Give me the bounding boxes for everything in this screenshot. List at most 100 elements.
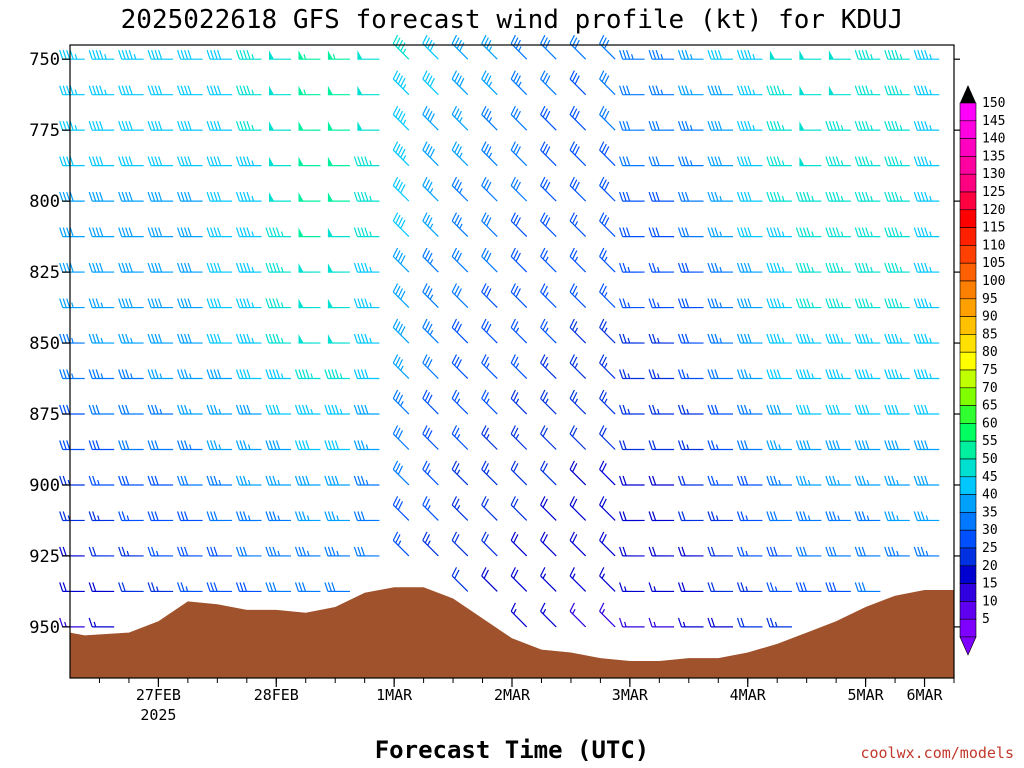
barb-full (884, 475, 889, 486)
colorbar-label: 10 (982, 594, 998, 609)
wind-barb (451, 389, 469, 415)
wind-barb (147, 582, 174, 593)
barb-full (59, 85, 64, 95)
barb-full (395, 498, 401, 508)
barb-shaft (422, 114, 439, 131)
barb-full (601, 179, 607, 189)
barb-half (429, 294, 434, 300)
y-tick-label: 750 (29, 50, 60, 70)
barb-half (542, 608, 547, 615)
colorbar-swatch (959, 458, 977, 478)
barb-full (184, 85, 189, 95)
wind-barb (235, 298, 262, 309)
wind-barb (540, 496, 557, 521)
wind-barb (707, 404, 734, 415)
wind-barb (147, 121, 174, 131)
barb-full (121, 262, 126, 273)
barb-half (365, 444, 369, 450)
barb-full (806, 191, 811, 202)
barb-full (832, 546, 837, 557)
barb-half (745, 586, 749, 592)
barb-full (424, 356, 431, 366)
barb-full (239, 333, 244, 344)
barb-full (601, 463, 607, 473)
barb-shaft (510, 220, 528, 238)
wind-barb (913, 298, 940, 309)
wind-barb (799, 85, 822, 96)
barb-full (184, 298, 189, 308)
barb-full (481, 567, 487, 577)
wind-barb (298, 85, 321, 96)
barb-full (769, 511, 774, 521)
barb-full (360, 156, 365, 166)
barb-full (128, 85, 133, 95)
barb-full (917, 546, 922, 557)
barb-full (917, 298, 922, 308)
barb-shaft (569, 362, 587, 379)
barb-full (180, 156, 185, 166)
barb-full (569, 602, 575, 612)
barb-full (769, 85, 774, 95)
barb-full (599, 496, 605, 506)
barb-full (268, 582, 274, 592)
barb-full (858, 85, 863, 95)
barb-full (486, 181, 492, 191)
barb-full (177, 50, 182, 60)
barb-full (59, 617, 64, 628)
barb-full (825, 546, 830, 557)
barb-full (88, 156, 93, 166)
wind-barb (235, 121, 262, 131)
barb-shaft (481, 327, 498, 344)
barb-half (369, 302, 372, 308)
barb-full (799, 333, 804, 344)
barb-full (747, 262, 752, 273)
barb-full (483, 356, 489, 366)
wind-barb (265, 227, 292, 238)
wind-barb (59, 156, 85, 167)
barb-full (481, 283, 487, 293)
barb-half (778, 444, 781, 450)
barb-full (357, 440, 362, 450)
colorbar-label: 20 (982, 559, 998, 574)
wind-barb (619, 262, 645, 273)
wind-barb (648, 617, 675, 628)
barb-half (369, 337, 372, 344)
barb-full (353, 475, 358, 486)
barb-shaft (510, 610, 528, 628)
barb-full (913, 404, 918, 415)
barb-half (811, 266, 814, 273)
barb-half (929, 54, 932, 60)
barb-full (806, 369, 811, 379)
barb-full (776, 156, 781, 166)
barb-full (799, 511, 804, 521)
barb-half (429, 330, 434, 336)
barb-full (795, 546, 800, 557)
barb-full (427, 39, 433, 49)
barb-half (689, 160, 693, 166)
barb-full (151, 440, 156, 450)
barb-full (891, 262, 896, 273)
barb-shaft (569, 185, 587, 202)
barb-pennant (828, 50, 834, 60)
barb-full (710, 262, 716, 273)
barb-full (599, 34, 605, 44)
barb-half (719, 337, 723, 344)
barb-full (392, 318, 399, 328)
barb-shaft (392, 114, 410, 131)
barb-full (572, 108, 578, 118)
barb-full (187, 156, 192, 166)
wind-barb (569, 531, 587, 557)
barb-full (677, 582, 683, 592)
barb-half (280, 373, 284, 379)
barb-full (684, 262, 690, 273)
barb-full (714, 121, 719, 131)
barb-full (835, 121, 840, 131)
barb-full (681, 50, 686, 60)
barb-half (603, 256, 608, 262)
wind-barb (206, 85, 233, 96)
barb-full (619, 156, 624, 166)
barb-half (369, 160, 372, 166)
barb-shaft (569, 539, 587, 557)
barb-half (715, 515, 719, 521)
barb-full (92, 440, 97, 450)
